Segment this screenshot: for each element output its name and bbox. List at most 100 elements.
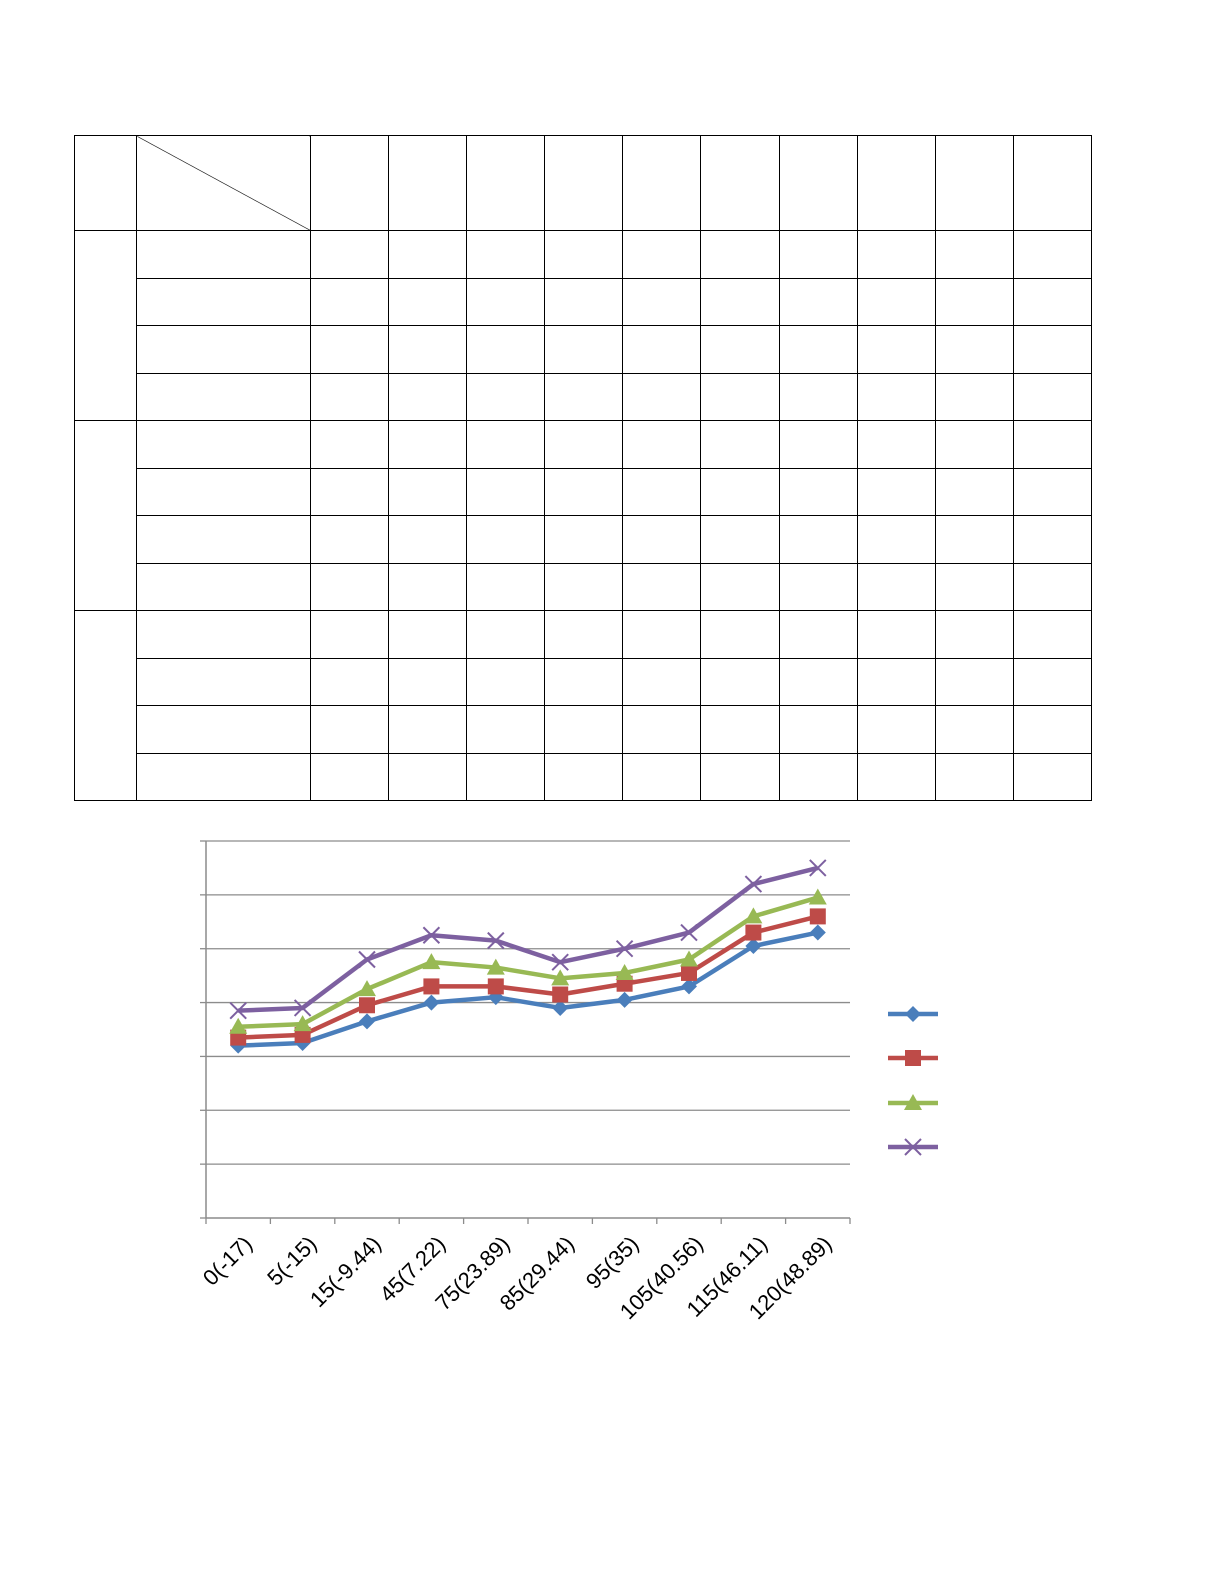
series-line-3 xyxy=(238,895,819,1030)
column-header-cell xyxy=(1012,135,1093,231)
table-cell xyxy=(622,325,702,374)
data-point-series-3 xyxy=(744,907,763,924)
row-label-cell xyxy=(136,467,311,516)
row-label-cell xyxy=(136,752,311,801)
table-cell xyxy=(466,657,546,706)
column-header-cell xyxy=(622,135,702,231)
table-cell xyxy=(466,467,546,516)
table-cell xyxy=(622,752,702,801)
table-cell xyxy=(700,657,780,706)
table-cell xyxy=(544,657,624,706)
table-cell xyxy=(700,705,780,754)
table-cell xyxy=(466,515,546,564)
table-cell xyxy=(309,372,390,421)
column-header-cell xyxy=(309,135,390,231)
table-row xyxy=(75,705,1093,754)
table-cell xyxy=(309,705,390,754)
table-cell xyxy=(388,562,468,611)
data-point-series-3 xyxy=(615,963,634,980)
data-point-series-3 xyxy=(293,1015,312,1032)
table-cell xyxy=(466,705,546,754)
table-cell xyxy=(856,657,936,706)
table-row xyxy=(75,752,1093,801)
table-cell xyxy=(700,610,780,659)
row-label-cell xyxy=(136,705,311,754)
data-point-series-4 xyxy=(744,875,763,893)
table-cell xyxy=(700,752,780,801)
row-label-cell xyxy=(136,657,311,706)
x-marker-stroke xyxy=(551,953,569,971)
table-row xyxy=(74,420,1093,611)
table-cell xyxy=(309,610,390,659)
table-cell xyxy=(934,420,1014,469)
table-cell xyxy=(856,705,936,754)
table-cell xyxy=(309,467,390,516)
table-cell xyxy=(778,515,858,564)
table-cell xyxy=(388,230,468,279)
legend-marker-4 xyxy=(904,1138,922,1156)
table-cell xyxy=(1012,562,1093,611)
data-point-series-4 xyxy=(422,926,441,944)
data-point-series-1 xyxy=(745,938,762,955)
x-marker-stroke xyxy=(422,926,441,944)
table-cell xyxy=(466,372,546,421)
table-cell xyxy=(778,562,858,611)
table-cell xyxy=(622,705,702,754)
table-cell xyxy=(388,325,468,374)
table-cell xyxy=(544,705,624,754)
table-cell xyxy=(388,372,468,421)
table-cell xyxy=(778,610,858,659)
table-cell xyxy=(466,562,546,611)
table-cell xyxy=(778,420,858,469)
data-point-series-2 xyxy=(745,924,762,941)
table-cell xyxy=(856,515,936,564)
data-point-series-3 xyxy=(229,1017,248,1034)
table-cell xyxy=(1012,230,1093,279)
x-marker-stroke xyxy=(809,859,827,877)
table-cell xyxy=(544,277,624,326)
data-point-series-1 xyxy=(423,994,440,1011)
data-point-series-4 xyxy=(358,950,376,969)
group-label-cell xyxy=(74,230,137,421)
data-point-series-2 xyxy=(423,978,440,995)
table-cell xyxy=(856,610,936,659)
data-point-series-2 xyxy=(487,978,504,995)
table-cell xyxy=(1012,515,1093,564)
table-cell xyxy=(934,467,1014,516)
table-cell xyxy=(856,467,936,516)
table-cell xyxy=(856,372,936,421)
table-cell xyxy=(388,705,468,754)
table-cell xyxy=(466,230,546,279)
row-label-cell xyxy=(136,420,311,469)
series-line-4 xyxy=(238,865,819,1013)
table-cell xyxy=(544,230,624,279)
series-line-1 xyxy=(238,930,819,1048)
x-tick-label: 95(35) xyxy=(581,1231,644,1294)
table-cell xyxy=(544,562,624,611)
legend-marker-2 xyxy=(905,1050,921,1066)
column-header-cell xyxy=(856,135,936,231)
data-point-series-4 xyxy=(809,859,827,877)
data-point-series-2 xyxy=(552,986,569,1003)
x-tick-label: 5(-15) xyxy=(262,1231,321,1290)
data-point-series-1 xyxy=(681,978,697,995)
data-point-series-4 xyxy=(551,953,569,971)
row-label-cell xyxy=(136,562,311,611)
data-point-series-1 xyxy=(359,1013,375,1030)
table-cell xyxy=(388,467,468,516)
table-cell xyxy=(700,325,780,374)
table-cell xyxy=(309,752,390,801)
table-cell xyxy=(1012,657,1093,706)
table-cell xyxy=(1012,705,1093,754)
data-point-series-3 xyxy=(680,950,698,967)
table-cell xyxy=(309,562,390,611)
table-cell xyxy=(622,610,702,659)
data-point-series-1 xyxy=(552,999,569,1016)
data-point-series-2 xyxy=(359,997,375,1014)
x-marker-stroke xyxy=(615,940,634,958)
x-marker-stroke xyxy=(744,875,763,893)
data-point-series-4 xyxy=(615,940,634,958)
column-header-cell xyxy=(778,135,858,231)
row-label-cell xyxy=(136,325,311,374)
